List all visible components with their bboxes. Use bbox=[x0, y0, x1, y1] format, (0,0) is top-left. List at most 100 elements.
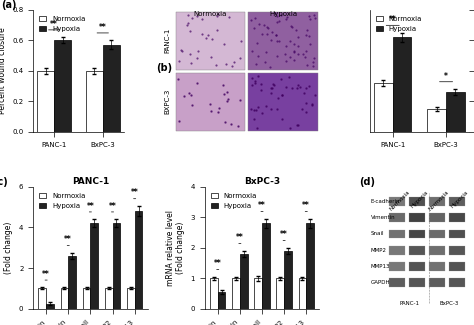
Point bbox=[269, 82, 277, 87]
Point bbox=[310, 55, 318, 60]
Bar bbox=[248, 73, 318, 131]
Text: **: ** bbox=[236, 233, 244, 242]
Point bbox=[175, 58, 183, 64]
Point bbox=[215, 106, 223, 111]
Point bbox=[254, 125, 261, 130]
Bar bbox=[240, 254, 247, 309]
Point bbox=[184, 21, 192, 26]
Bar bbox=[449, 246, 465, 255]
Point bbox=[302, 101, 310, 106]
Point bbox=[294, 44, 301, 49]
Point bbox=[261, 59, 269, 65]
Point bbox=[290, 57, 298, 62]
Bar bbox=[429, 278, 446, 287]
Point bbox=[267, 107, 275, 112]
Point bbox=[214, 12, 221, 17]
Point bbox=[258, 110, 266, 115]
Point bbox=[208, 36, 216, 42]
Point bbox=[266, 65, 273, 70]
Point bbox=[278, 93, 285, 98]
Text: Normoxia: Normoxia bbox=[194, 11, 227, 17]
Bar bbox=[248, 12, 318, 70]
Point bbox=[248, 83, 255, 88]
Bar bbox=[262, 223, 270, 309]
Point bbox=[272, 33, 280, 38]
Text: Normoxia: Normoxia bbox=[388, 189, 410, 212]
Point bbox=[247, 17, 255, 22]
Point bbox=[277, 76, 284, 82]
Legend: Normoxia, Hypoxia: Normoxia, Hypoxia bbox=[208, 190, 260, 211]
Bar bbox=[91, 223, 98, 309]
Bar bbox=[390, 278, 405, 287]
Point bbox=[305, 84, 312, 89]
Point bbox=[251, 117, 258, 122]
Point bbox=[236, 98, 244, 103]
Point bbox=[309, 64, 317, 69]
Point bbox=[294, 35, 302, 40]
Bar bbox=[410, 278, 425, 287]
Point bbox=[214, 110, 221, 115]
Bar bbox=[284, 251, 292, 309]
Point bbox=[248, 48, 256, 53]
Point bbox=[281, 51, 288, 56]
Text: BxPC-3: BxPC-3 bbox=[439, 301, 459, 306]
Bar bbox=[410, 246, 425, 255]
Text: MMP2: MMP2 bbox=[371, 248, 386, 253]
Point bbox=[248, 75, 255, 80]
Text: **: ** bbox=[87, 202, 94, 211]
Point bbox=[290, 49, 298, 54]
Point bbox=[252, 108, 260, 113]
Y-axis label: mRNA relative level
(Fold change): mRNA relative level (Fold change) bbox=[165, 210, 185, 286]
Point bbox=[303, 27, 310, 32]
Point bbox=[302, 110, 310, 115]
Point bbox=[207, 102, 214, 107]
Point bbox=[264, 32, 271, 37]
Point bbox=[273, 38, 281, 44]
Bar bbox=[410, 229, 425, 239]
Bar bbox=[446, 92, 465, 132]
Bar bbox=[82, 288, 91, 309]
Point bbox=[199, 32, 206, 37]
Bar bbox=[390, 246, 405, 255]
Point bbox=[186, 51, 193, 56]
Point bbox=[273, 106, 280, 111]
Bar bbox=[54, 40, 71, 132]
Bar bbox=[449, 197, 465, 206]
Bar bbox=[127, 288, 135, 309]
Point bbox=[286, 74, 293, 79]
Point bbox=[252, 16, 259, 21]
Bar bbox=[449, 213, 465, 222]
Point bbox=[268, 29, 275, 34]
Point bbox=[273, 20, 281, 25]
Point bbox=[228, 63, 236, 69]
Point bbox=[237, 38, 245, 43]
Text: PANC-1: PANC-1 bbox=[400, 301, 419, 306]
Bar bbox=[61, 288, 68, 309]
Point bbox=[227, 121, 235, 126]
Point bbox=[302, 32, 310, 38]
Point bbox=[208, 109, 215, 114]
Bar bbox=[428, 109, 446, 132]
Point bbox=[272, 10, 279, 16]
Text: PANC-1: PANC-1 bbox=[164, 28, 171, 53]
Bar bbox=[429, 197, 446, 206]
Point bbox=[311, 15, 319, 20]
Point bbox=[262, 103, 270, 108]
Point bbox=[251, 80, 259, 85]
Point bbox=[310, 12, 318, 17]
Text: **: ** bbox=[280, 230, 288, 239]
Legend: Normoxia, Hypoxia: Normoxia, Hypoxia bbox=[36, 190, 88, 211]
Bar bbox=[175, 12, 245, 70]
Point bbox=[302, 86, 310, 91]
Point bbox=[275, 19, 283, 24]
Bar bbox=[429, 229, 446, 239]
Text: Normoxia: Normoxia bbox=[428, 189, 450, 212]
Point bbox=[184, 12, 192, 17]
Point bbox=[273, 32, 280, 37]
Point bbox=[282, 58, 289, 63]
Point bbox=[250, 26, 258, 31]
Point bbox=[273, 13, 281, 19]
Bar bbox=[105, 288, 112, 309]
Bar bbox=[429, 246, 446, 255]
Point bbox=[254, 73, 261, 79]
